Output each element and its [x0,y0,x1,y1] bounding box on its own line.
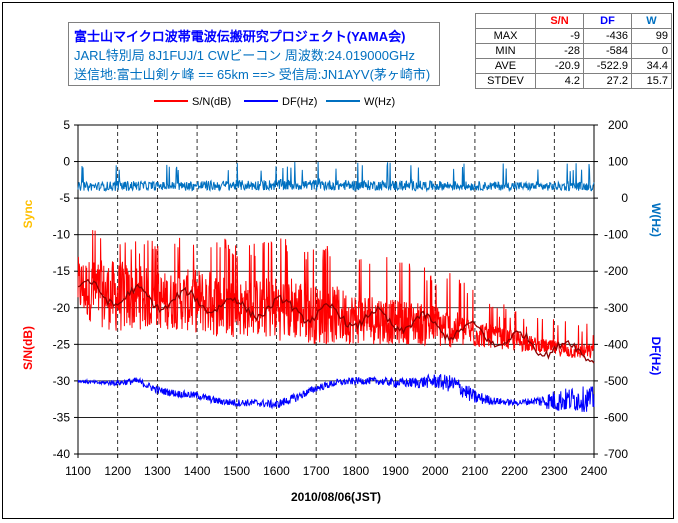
stats-header-corner [475,13,536,29]
sn-series-line [77,230,595,359]
left-tick-label: -10 [53,228,71,242]
x-tick-label: 2200 [501,464,528,478]
left-tick-label: -30 [53,374,71,388]
right-tick-label: -600 [604,410,628,424]
y-axis-label-sn: S/N(dB) [21,326,35,370]
stats-row-stdev: STDEV 4.2 27.2 15.7 [475,73,672,89]
stats-cell: -20.9 [535,58,584,74]
sn-average-line [77,278,595,364]
x-tick-label: 1900 [382,464,409,478]
stats-cell: -28 [535,43,584,59]
left-tick-label: -40 [53,447,71,461]
left-tick-label: -20 [53,301,71,315]
y-axis-label-w: W(Hz) [649,203,663,237]
stats-cell: 4.2 [535,73,584,89]
x-tick-label: 1100 [65,464,91,478]
right-tick-label: -500 [604,374,628,388]
x-tick-label: 1700 [303,464,330,478]
info-box: 富士山マイクロ波帯電波伝搬研究プロジェクト(YAMA会) JARL特別局 8J1… [68,22,440,86]
legend-label: DF(Hz) [282,96,317,108]
stats-cell: AVE [475,58,536,74]
x-tick-label: 2000 [422,464,449,478]
right-tick-label: 0 [621,191,628,205]
right-tick-label: -700 [604,447,628,461]
y-axis-label-sync: Sync [21,199,35,228]
left-tick-label: -15 [53,264,71,278]
left-tick-label: -5 [59,191,70,205]
legend-label: S/N(dB) [192,96,231,108]
y-axis-label-df: DF(Hz) [649,337,663,376]
right-tick-label: -300 [604,301,628,315]
stats-cell: -584 [583,43,632,59]
x-tick-label: 1400 [184,464,211,478]
right-tick-label: -200 [604,264,628,278]
legend-label: W(Hz) [364,96,395,108]
right-tick-label: -100 [604,228,628,242]
stats-cell: -522.9 [583,58,632,74]
stats-cell: -436 [583,28,632,44]
x-tick-label: 2300 [541,464,568,478]
stats-cell: 99 [631,28,672,44]
x-tick-label: 1300 [144,464,171,478]
x-tick-label: 1800 [342,464,369,478]
x-tick-label: 2400 [581,464,608,478]
stats-cell: MIN [475,43,536,59]
left-tick-label: -35 [53,410,71,424]
stats-cell: 0 [631,43,672,59]
info-station: JARL特別局 8J1FUJ/1 CWビーコン 周波数:24.019000GHz [74,48,415,63]
stats-cell: MAX [475,28,536,44]
info-title: 富士山マイクロ波帯電波伝搬研究プロジェクト(YAMA会) [74,29,406,44]
stats-header-df: DF [583,13,632,29]
right-tick-label: -400 [604,337,628,351]
right-tick-label: 100 [608,155,628,169]
stats-table: S/N DF W MAX -9 -436 99 MIN -28 -584 0 A… [475,13,672,89]
stats-row-max: MAX -9 -436 99 [475,28,672,44]
left-tick-label: 0 [63,155,70,169]
stats-row-min: MIN -28 -584 0 [475,43,672,59]
x-axis-label: 2010/08/06(JST) [291,490,381,504]
left-tick-label: -25 [53,337,71,351]
stats-header-w: W [631,13,672,29]
series-layer [77,161,595,412]
x-tick-label: 1600 [263,464,290,478]
info-path: 送信地:富士山剣ヶ峰 == 65km ==> 受信局:JN1AYV(茅ヶ崎市) [74,67,431,82]
stats-row-ave: AVE -20.9 -522.9 34.4 [475,58,672,74]
stats-cell: 34.4 [631,58,672,74]
stats-cell: STDEV [475,73,536,89]
stats-header-row: S/N DF W [475,13,672,29]
right-tick-label: 200 [608,118,628,132]
df-series-line [77,373,595,412]
stats-cell: 15.7 [631,73,672,89]
x-tick-label: 1500 [223,464,250,478]
x-tick-label: 1200 [104,464,131,478]
axis-layer: 5 0 -5 -10 -15 -20 -25 -30 -35 -40 200 100 0 -100 -200… [53,118,629,478]
x-tick-label: 2100 [462,464,489,478]
stats-cell: 27.2 [583,73,632,89]
stats-header-sn: S/N [535,13,584,29]
stats-cell: -9 [535,28,584,44]
legend-layer: S/N(dB) DF(Hz) W(Hz) [154,96,395,108]
w-series-line [77,161,595,193]
left-tick-label: 5 [63,118,70,132]
